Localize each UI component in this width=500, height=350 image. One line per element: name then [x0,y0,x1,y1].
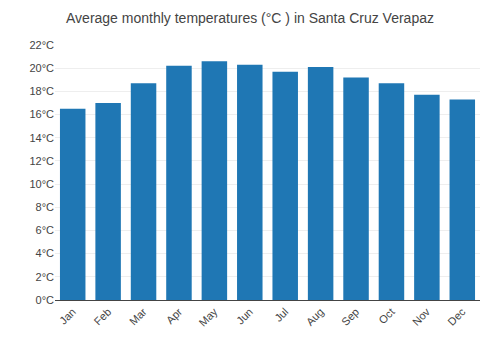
svg-text:18°C: 18°C [29,85,54,97]
svg-text:May: May [197,305,221,329]
svg-text:12°C: 12°C [29,155,54,167]
svg-text:10°C: 10°C [29,178,54,190]
svg-text:20°C: 20°C [29,62,54,74]
svg-text:Jul: Jul [272,306,290,324]
svg-text:16°C: 16°C [29,108,54,120]
svg-text:Aug: Aug [304,306,326,328]
svg-text:6°C: 6°C [36,224,55,236]
svg-text:Sep: Sep [339,306,361,328]
svg-text:22°C: 22°C [29,39,54,51]
svg-text:0°C: 0°C [36,294,55,306]
svg-text:Nov: Nov [410,305,433,328]
svg-text:8°C: 8°C [36,201,55,213]
svg-text:Apr: Apr [164,305,185,326]
svg-text:14°C: 14°C [29,132,54,144]
svg-text:Feb: Feb [92,306,114,328]
svg-text:Jun: Jun [234,306,255,327]
svg-text:Mar: Mar [127,305,149,327]
svg-text:Dec: Dec [445,305,468,328]
svg-text:Average monthly temperatures (: Average monthly temperatures (°C ) in Sa… [66,10,434,26]
svg-text:Jan: Jan [57,306,78,327]
svg-text:2°C: 2°C [36,271,55,283]
svg-text:4°C: 4°C [36,247,55,259]
svg-text:Oct: Oct [376,306,397,327]
